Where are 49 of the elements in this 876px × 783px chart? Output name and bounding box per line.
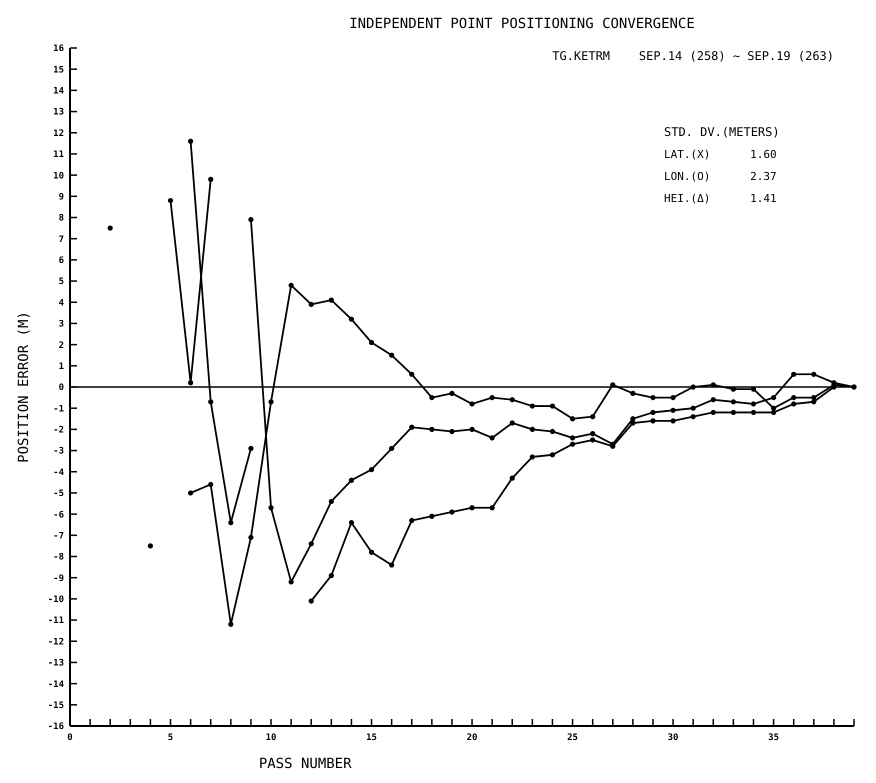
chart-subtitle: TG.KETRM SEP.14 (258) ~ SEP.19 (263) — [552, 49, 834, 63]
x-tick-label: 25 — [567, 733, 578, 743]
annotation: STD. DV.(METERS) — [664, 125, 780, 139]
y-tick-label: -6 — [53, 510, 64, 520]
y-tick-label: 0 — [58, 383, 64, 394]
y-tick-label: -3 — [53, 446, 64, 457]
y-tick-label: 9 — [58, 192, 64, 202]
x-tick-label: 5 — [168, 733, 174, 743]
annotation: HEI.(Δ) 1.41 — [664, 192, 777, 205]
x-tick-label: 10 — [266, 733, 276, 743]
x-tick-label: 15 — [366, 733, 377, 743]
y-tick-label: 3 — [58, 320, 64, 330]
y-tick-label: -2 — [53, 426, 64, 436]
y-tick-label: 2 — [58, 340, 64, 351]
y-tick-label: 11 — [53, 150, 64, 160]
y-tick-label: 6 — [58, 256, 64, 266]
y-tick-label: 14 — [53, 86, 65, 97]
y-tick-label: -14 — [48, 680, 65, 690]
y-tick-label: -4 — [53, 468, 65, 478]
y-tick-label: -9 — [53, 574, 64, 584]
y-tick-label: 16 — [53, 44, 64, 54]
x-tick-label: 0 — [67, 733, 73, 743]
annotation: LON.(O) 2.37 — [664, 170, 777, 183]
y-tick-label: -8 — [53, 552, 64, 563]
y-tick-label: -11 — [48, 616, 64, 626]
y-tick-label: -1 — [53, 404, 64, 414]
y-axis-title: POSITION ERROR (M) — [16, 311, 32, 463]
chart-title: INDEPENDENT POINT POSITIONING CONVERGENCE — [349, 16, 695, 32]
y-tick-label: 7 — [58, 234, 64, 245]
y-tick-label: 4 — [58, 298, 65, 308]
y-tick-label: -5 — [53, 489, 64, 500]
y-tick-label: -16 — [48, 722, 64, 732]
x-tick-label: 30 — [668, 733, 678, 743]
y-tick-label: 1 — [58, 362, 64, 372]
y-tick-label: -13 — [48, 658, 64, 669]
y-tick-label: 15 — [53, 65, 64, 76]
y-tick-label: -10 — [48, 595, 64, 606]
y-tick-label: 5 — [58, 277, 64, 288]
y-tick-label: -15 — [48, 700, 64, 711]
y-tick-label: 12 — [53, 128, 64, 139]
x-tick-label: 35 — [768, 733, 780, 743]
y-tick-label: 8 — [58, 214, 64, 224]
y-tick-label: 10 — [53, 171, 64, 182]
y-tick-label: 13 — [53, 108, 64, 118]
annotation: LAT.(X) 1.60 — [664, 148, 777, 161]
y-tick-label: -7 — [53, 531, 64, 542]
x-tick-label: 20 — [466, 733, 478, 743]
x-axis-title: PASS NUMBER — [258, 756, 352, 772]
y-tick-label: -12 — [48, 637, 64, 648]
